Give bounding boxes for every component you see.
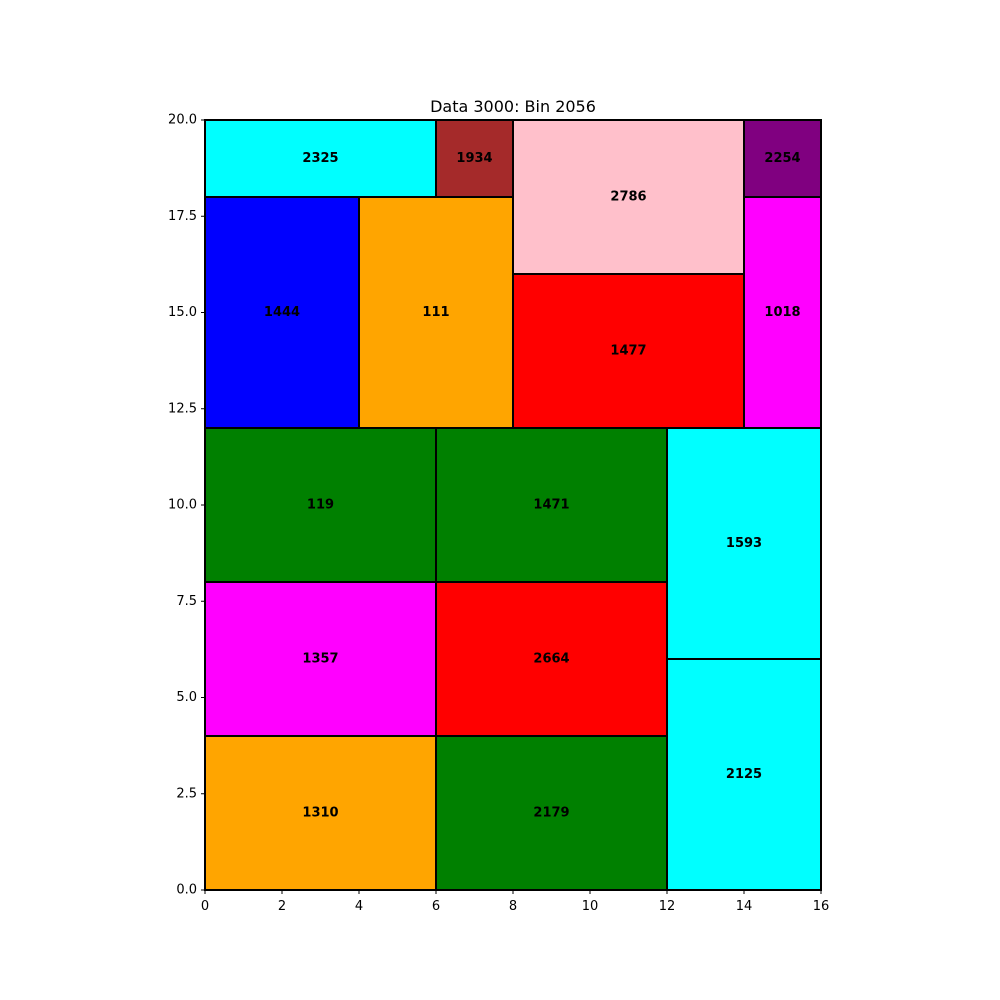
rect-label: 1593 [726,536,762,551]
packed-rect [743,119,822,198]
rect-item: 2179 [435,735,668,891]
rect-label: 1444 [264,305,300,320]
rect-label: 2786 [610,190,646,205]
x-tick-label: 4 [355,899,363,914]
packed-rect [204,735,437,891]
y-tick-label: 12.5 [168,401,197,416]
y-axis: 0.0 2.5 5.0 7.5 10.0 12.5 15.0 17.5 20.0 [168,113,205,898]
rect-label: 2179 [533,806,569,821]
rect-item: 1477 [512,273,745,429]
packed-rect [358,196,514,429]
x-tick-label: 6 [432,899,440,914]
rect-label: 1018 [764,305,800,320]
rect-label: 2254 [764,151,800,166]
packed-rect [512,119,745,275]
rect-label: 1477 [610,344,646,359]
y-tick-label: 10.0 [168,498,197,513]
packed-rect [204,581,437,737]
y-tick-label: 0.0 [176,883,197,898]
rect-label: 2125 [726,767,762,782]
y-tick-label: 5.0 [176,690,197,705]
packed-rect [435,581,668,737]
packed-rect [666,658,822,891]
x-tick-label: 16 [813,899,830,914]
packed-rect [204,427,437,583]
x-tick-label: 12 [659,899,676,914]
rects-layer: 1310 2179 2125 1357 2664 1593 119 1471 1444 111 14… [204,119,822,891]
packed-rect [204,119,437,198]
packed-rect [743,196,822,429]
packed-rect [435,427,668,583]
rect-label: 1934 [456,151,492,166]
rect-item: 1934 [435,119,514,198]
y-tick-label: 7.5 [176,594,197,609]
x-axis: 0 2 4 6 8 10 12 14 16 [201,890,829,914]
packed-rect [512,273,745,429]
x-tick-label: 2 [278,899,286,914]
rect-label: 2325 [302,151,338,166]
rect-label: 1471 [533,498,569,513]
y-tick-label: 2.5 [176,786,197,801]
rect-item: 2125 [666,658,822,891]
y-tick-label: 15.0 [168,305,197,320]
rect-label: 111 [422,305,449,320]
x-tick-label: 10 [582,899,599,914]
rect-item: 1018 [743,196,822,429]
rect-label: 2664 [533,652,569,667]
rect-label: 119 [307,498,334,513]
rect-item: 2254 [743,119,822,198]
rect-item: 2664 [435,581,668,737]
x-tick-label: 8 [509,899,517,914]
rect-item: 2325 [204,119,437,198]
rect-item: 1357 [204,581,437,737]
rect-item: 1310 [204,735,437,891]
rect-item: 119 [204,427,437,583]
rect-item: 2786 [512,119,745,275]
rect-item: 111 [358,196,514,429]
y-tick-label: 20.0 [168,113,197,128]
rect-item: 1471 [435,427,668,583]
x-tick-label: 0 [201,899,209,914]
rect-label: 1357 [302,652,338,667]
y-tick-label: 17.5 [168,209,197,224]
rect-item: 1593 [666,427,822,660]
rect-label: 1310 [302,806,338,821]
chart-title: Data 3000: Bin 2056 [430,97,596,116]
packed-rect [666,427,822,660]
rect-item: 1444 [204,196,360,429]
x-tick-label: 14 [736,899,753,914]
packed-rect [435,119,514,198]
